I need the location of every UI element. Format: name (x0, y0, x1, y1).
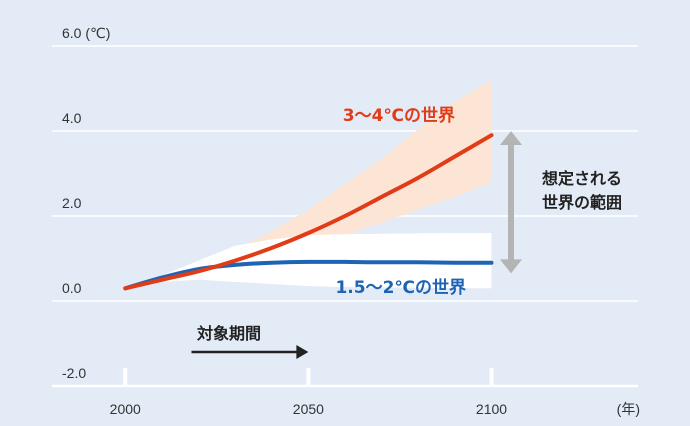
y-tick-label: 0.0 (62, 280, 82, 296)
period-label: 対象期間 (196, 324, 261, 343)
x-tick-label: 2100 (476, 401, 507, 417)
x-axis-unit: (年) (617, 401, 640, 417)
series-line-1 (123, 259, 494, 291)
y-axis-tick-labels: 6.0 (℃) 4.0 2.0 0.0 -2.0 (62, 25, 110, 381)
x-axis: 2000 2050 2100 (年) (52, 368, 640, 417)
x-tick-label: 2050 (293, 401, 324, 417)
y-tick-label: -2.0 (62, 365, 86, 381)
x-tick-label: 2000 (110, 401, 141, 417)
range-note: 想定される世界の範囲 (541, 169, 622, 212)
y-tick-label: 2.0 (62, 195, 82, 211)
series-label-0: 3～4℃の世界 (343, 106, 455, 126)
series-lines (123, 133, 494, 291)
band-0 (125, 80, 492, 289)
y-tick-label: 6.0 (℃) (62, 25, 110, 41)
y-tick-label: 4.0 (62, 110, 82, 126)
period-arrow (191, 345, 309, 359)
range-arrow (500, 131, 522, 274)
series-label-1: 1.5～2℃の世界 (335, 278, 466, 298)
series-line-0 (123, 133, 494, 291)
